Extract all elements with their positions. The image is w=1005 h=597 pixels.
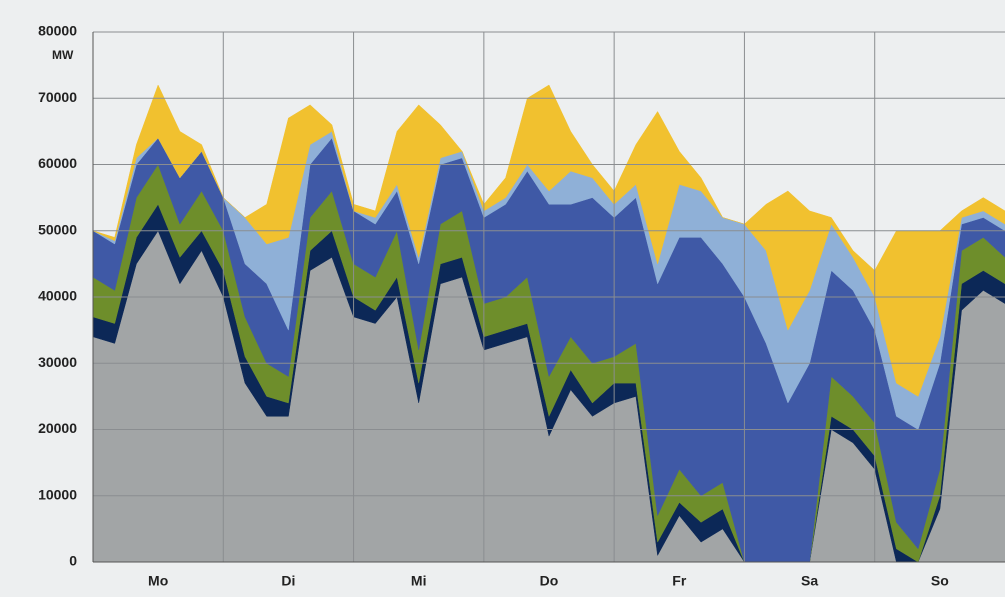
y-tick-label: 60000 [38, 155, 77, 171]
x-tick-label: Di [281, 573, 295, 589]
x-tick-label: Fr [672, 573, 687, 589]
y-tick-label: 50000 [38, 221, 77, 237]
x-tick-label: So [931, 573, 949, 589]
y-tick-label: 40000 [38, 288, 77, 304]
y-tick-label: 80000 [38, 23, 77, 39]
y-tick-label: 0 [69, 553, 77, 569]
y-tick-label: 70000 [38, 89, 77, 105]
y-tick-label: 30000 [38, 354, 77, 370]
x-tick-label: Do [540, 573, 559, 589]
x-tick-label: Mi [411, 573, 427, 589]
y-tick-label: 10000 [38, 486, 77, 502]
x-tick-label: Mo [148, 573, 168, 589]
y-axis-label: MW [52, 48, 74, 62]
y-tick-label: 20000 [38, 420, 77, 436]
area [92, 84, 1005, 397]
x-tick-label: Sa [801, 573, 818, 589]
